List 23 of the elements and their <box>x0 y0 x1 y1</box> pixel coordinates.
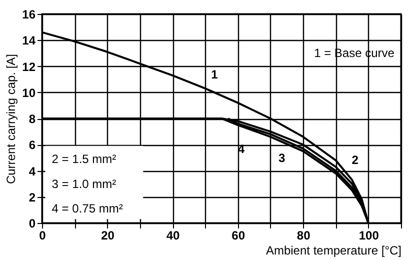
x-tick-label: 0 <box>39 228 46 242</box>
series-label: 1 <box>211 67 218 82</box>
x-tick-label: 20 <box>101 228 115 242</box>
annotation: 4 = 0.75 mm² <box>52 202 123 216</box>
x-tick-label: 100 <box>358 228 380 242</box>
x-tick-label: 80 <box>296 228 311 242</box>
annotation: 2 = 1.5 mm² <box>52 152 116 166</box>
y-tick-label: 0 <box>28 216 36 230</box>
x-tick-label: 40 <box>166 228 180 242</box>
series-label: 2 <box>352 152 359 167</box>
series-label: 3 <box>278 151 286 166</box>
y-tick-label: 2 <box>28 190 36 204</box>
x-axis-title: Ambient temperature [°C] <box>266 244 402 258</box>
y-tick-label: 16 <box>22 8 36 22</box>
y-axis-title: Current carrying cap. [A] <box>4 54 18 184</box>
y-tick-label: 10 <box>22 86 36 100</box>
y-tick-label: 14 <box>22 34 36 48</box>
y-tick-label: 6 <box>28 138 36 152</box>
x-tick-label: 60 <box>232 228 246 242</box>
annotation: 3 = 1.0 mm² <box>52 176 116 191</box>
y-tick-label: 12 <box>22 60 36 74</box>
y-tick-label: 4 <box>28 164 36 178</box>
y-tick-label: 8 <box>28 112 36 126</box>
